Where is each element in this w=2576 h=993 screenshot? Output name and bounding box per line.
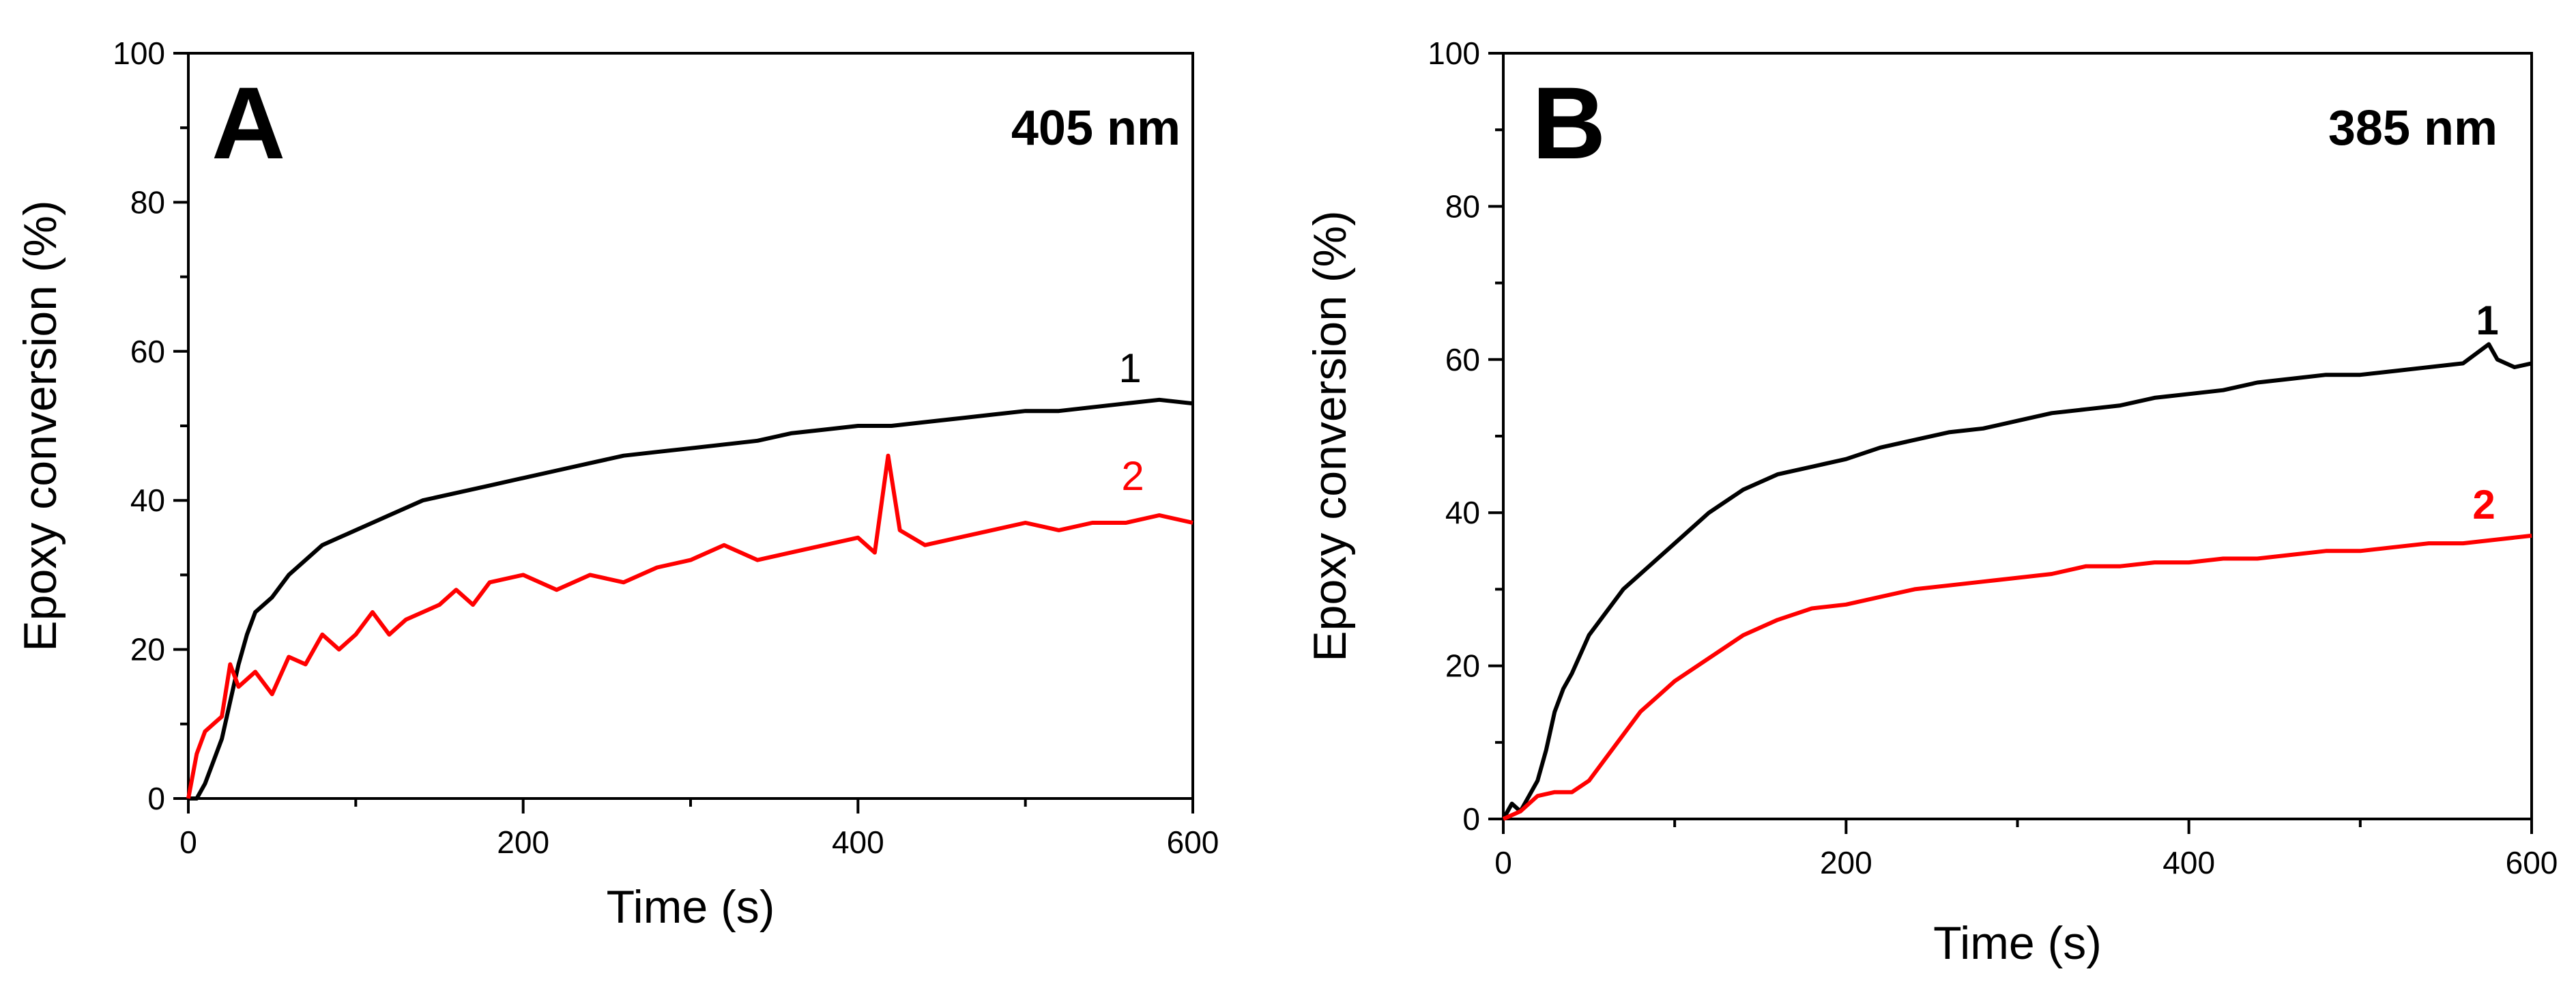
y-tick-label: 0 (1462, 801, 1480, 837)
y-tick-label: 60 (1445, 342, 1480, 377)
plot-frame (1502, 52, 2533, 820)
y-tick-label: 20 (130, 632, 165, 667)
series-label-1: 1 (1118, 345, 1141, 391)
series-line-1 (1501, 342, 2532, 820)
wavelength-annotation: 405 nm (1011, 101, 1181, 156)
y-tick-label: 20 (1445, 648, 1480, 684)
series-line-2 (186, 453, 1193, 799)
x-tick-label: 400 (832, 824, 884, 860)
series-label-2: 2 (1121, 453, 1144, 499)
y-tick-label: 100 (113, 35, 165, 71)
plot-frame (187, 52, 1194, 800)
panel-label: A (212, 66, 285, 180)
y-axis-label: Epoxy conversion (%) (14, 200, 66, 651)
x-tick-label: 0 (1494, 845, 1512, 880)
panel-a: 0 200 400 600 0 20 40 60 80 100 Time (s) Epoxy conv… (14, 35, 1219, 933)
y-axis-label: Epoxy conversion (%) (1304, 210, 1356, 661)
x-tick-label: 600 (1167, 824, 1219, 860)
series-label-2: 2 (2472, 482, 2495, 528)
y-tick-label: 40 (1445, 495, 1480, 530)
wavelength-annotation: 385 nm (2328, 101, 2498, 156)
x-tick-label: 200 (1820, 845, 1872, 880)
panel-b: 0 200 400 600 0 20 40 60 80 100 Time (s) Epoxy conv… (1304, 35, 2558, 969)
series-line-1 (188, 397, 1193, 801)
x-tick-label: 0 (179, 824, 197, 860)
x-tick-label: 400 (2162, 845, 2215, 880)
y-tick-label: 60 (130, 334, 165, 369)
y-tick-label: 100 (1428, 35, 1480, 71)
series-label-1: 1 (2476, 298, 2498, 343)
y-tick-label: 40 (130, 483, 165, 518)
x-tick-label: 200 (497, 824, 549, 860)
panel-label: B (1532, 66, 1606, 180)
x-tick-label: 600 (2506, 845, 2558, 880)
series-line-2 (1502, 533, 2532, 821)
y-tick-label: 80 (1445, 188, 1480, 224)
x-axis-label: Time (s) (607, 881, 775, 933)
y-tick-label: 0 (147, 781, 165, 816)
x-axis-label: Time (s) (1933, 917, 2102, 969)
y-tick-label: 80 (130, 184, 165, 220)
